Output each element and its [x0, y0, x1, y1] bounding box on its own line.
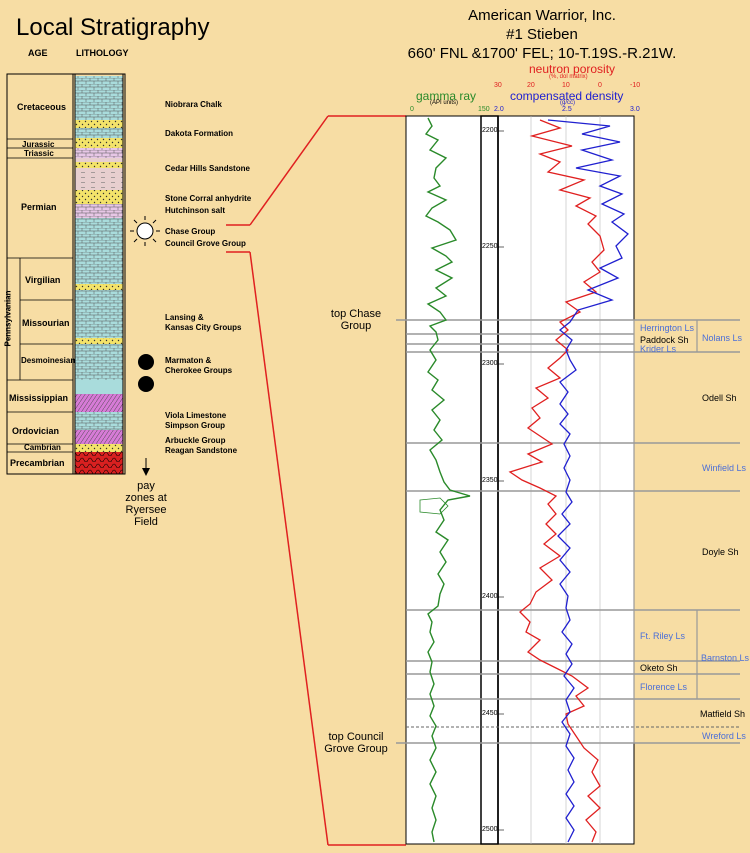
unit-ft-riley: Ft. Riley Ls [640, 631, 686, 641]
depth-2250: 2250 [482, 243, 498, 250]
density-scale-3.0: 3.0 [630, 106, 640, 113]
density-scale-2.5: 2.5 [562, 106, 572, 113]
formation-hutchinson: Hutchinson salt [165, 206, 226, 215]
unit-nolans: Nolans Ls [702, 333, 743, 343]
depth-2400: 2400 [482, 593, 498, 600]
neutron-scale-0: 0 [598, 82, 602, 89]
top-council-grove-label: top Council Grove Group [324, 731, 388, 755]
age-virgilian: Virgilian [25, 275, 61, 285]
age-header: AGE [28, 48, 48, 58]
age-cretaceous: Cretaceous [17, 102, 67, 112]
gamma-scale-min: 0 [410, 106, 414, 113]
unit-krider: Krider Ls [640, 344, 677, 354]
well-name: #1 Stieben [506, 26, 578, 43]
formation-arbuckle: Arbuckle Group [165, 436, 226, 445]
age-ordovician: Ordovician [12, 426, 60, 436]
oil-dot-icon [138, 376, 154, 392]
formation-viola: Viola Limestone [165, 411, 227, 420]
operator-name: American Warrior, Inc. [468, 7, 616, 24]
pay-zones-label: pay zones at Ryersee Field [125, 480, 167, 528]
sun-icon [130, 216, 160, 246]
neutron-scale-10: 10 [562, 82, 570, 89]
formation-niobrara: Niobrara Chalk [165, 100, 222, 109]
density-units: (g/cc) [560, 100, 575, 106]
age-precambrian: Precambrian [10, 458, 65, 468]
density-scale-2.0: 2.0 [494, 106, 504, 113]
age-jurassic: Jurassic [22, 140, 55, 149]
formation-cedar-hills: Cedar Hills Sandstone [165, 164, 250, 173]
depth-2350: 2350 [482, 477, 498, 484]
unit-barnston: Barnston Ls [701, 653, 750, 663]
unit-oketo: Oketo Sh [640, 663, 678, 673]
formation-council-grove: Council Grove Group [165, 239, 246, 248]
lithology-header: LITHOLOGY [76, 48, 129, 58]
age-mississippian: Mississippian [9, 393, 69, 403]
formation-lansing: Lansing & [165, 313, 204, 322]
unit-herrington: Herrington Ls [640, 323, 695, 333]
age-desmoinesian: Desmoinesian [21, 356, 76, 365]
unit-doyle: Doyle Sh [702, 547, 739, 557]
formation-chase: Chase Group [165, 227, 216, 236]
formation-stone-corral: Stone Corral anhydrite [165, 194, 252, 203]
oil-dot-icon [138, 354, 154, 370]
well-location: 660' FNL &1700' FEL; 10-T.19S.-R.21W. [407, 45, 677, 62]
formation-kansas-city: Kansas City Groups [165, 323, 242, 332]
depth-2300: 2300 [482, 360, 498, 367]
formation-simpson: Simpson Group [165, 421, 225, 430]
neutron-porosity-title: neutron porosity [529, 62, 616, 76]
formation-dakota: Dakota Formation [165, 129, 234, 138]
down-arrow-icon [142, 458, 150, 476]
gamma-ray-title: gamma ray [416, 89, 477, 103]
age-missourian: Missourian [22, 318, 70, 328]
depth-2200: 2200 [482, 127, 498, 134]
unit-paddock: Paddock Sh [640, 335, 689, 345]
neutron-scale-minus10: -10 [630, 82, 641, 89]
formation-marmaton: Marmaton & [165, 356, 212, 365]
formation-reagan: Reagan Sandstone [165, 446, 238, 455]
gamma-scale-max: 150 [478, 106, 490, 113]
depth-2500: 2500 [482, 826, 498, 833]
age-triassic: Triassic [24, 149, 54, 158]
unit-odell: Odell Sh [702, 393, 737, 403]
unit-winfield: Winfield Ls [702, 463, 747, 473]
depth-2450: 2450 [482, 710, 498, 717]
top-chase-label: top Chase Group [330, 308, 382, 332]
stratigraphy-title: Local Stratigraphy [16, 14, 210, 41]
age-permian: Permian [21, 202, 57, 212]
density-title: compensated density [510, 89, 624, 103]
neutron-scale-20: 20 [527, 82, 535, 89]
unit-florence: Florence Ls [640, 682, 688, 692]
neutron-scale-30: 30 [494, 82, 502, 89]
neutron-units: (%, dol matrix) [549, 74, 588, 80]
well-header: American Warrior, Inc. #1 Stieben 660' F… [402, 6, 682, 63]
formation-cherokee: Cherokee Groups [165, 366, 233, 375]
unit-matfield: Matfield Sh [700, 709, 746, 719]
age-cambrian: Cambrian [24, 443, 61, 452]
unit-wreford: Wreford Ls [702, 731, 746, 741]
gamma-ray-units: (API units) [430, 100, 459, 106]
